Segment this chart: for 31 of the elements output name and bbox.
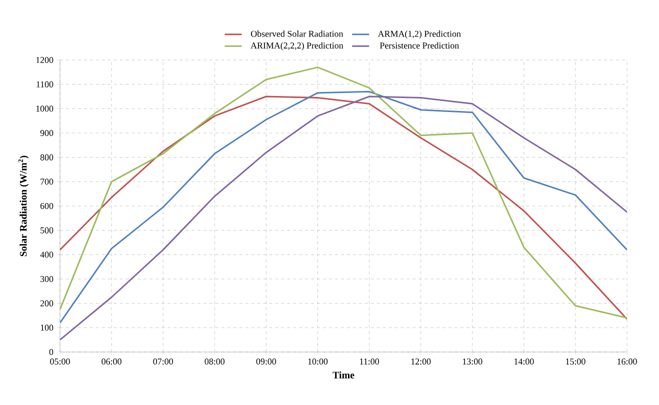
y-tick-label: 1100 — [36, 81, 54, 88]
y-tick-label: 400 — [40, 252, 54, 258]
x-tick-label: 14:00 — [514, 358, 534, 365]
x-axis-title: Time — [332, 371, 354, 378]
y-tick-label: 900 — [40, 130, 54, 136]
legend-label: ARMA(1,2) Prediction — [378, 30, 461, 39]
x-tick-label: 08:00 — [204, 358, 225, 365]
y-tick-label: 200 — [40, 300, 54, 306]
legend-label: Persistence Prediction — [380, 42, 459, 49]
y-tick-label: 700 — [40, 178, 54, 185]
legend-label: Observed Solar Radiation — [250, 30, 344, 37]
y-tick-label: 100 — [40, 324, 54, 331]
x-tick-label: 05:00 — [50, 358, 70, 365]
y-tick-label: 800 — [40, 154, 54, 160]
y-tick-label: 0 — [49, 348, 54, 356]
y-tick-label: 500 — [40, 227, 54, 234]
y-tick-label: 600 — [40, 202, 54, 210]
x-tick-label: 12:00 — [411, 358, 431, 365]
x-tick-label: 13:00 — [462, 358, 482, 365]
x-tick-label: 11:00 — [360, 358, 379, 365]
x-tick-label: 06:00 — [102, 358, 122, 365]
x-tick-label: 10:00 — [308, 358, 328, 365]
y-tick-label: 1000 — [36, 106, 54, 112]
y-tick-label: 1200 — [36, 56, 54, 64]
x-tick-label: 15:00 — [566, 358, 586, 365]
y-axis-title: Solar Radiation (W/m$^{2}$) — [18, 156, 29, 256]
y-tick-label: 300 — [40, 276, 54, 282]
x-tick-label: 07:00 — [153, 358, 173, 365]
legend-label: ARIMA(2,2,2) Prediction — [250, 42, 344, 50]
x-tick-label: 16:00 — [618, 358, 637, 365]
x-tick-label: 09:00 — [256, 358, 276, 365]
